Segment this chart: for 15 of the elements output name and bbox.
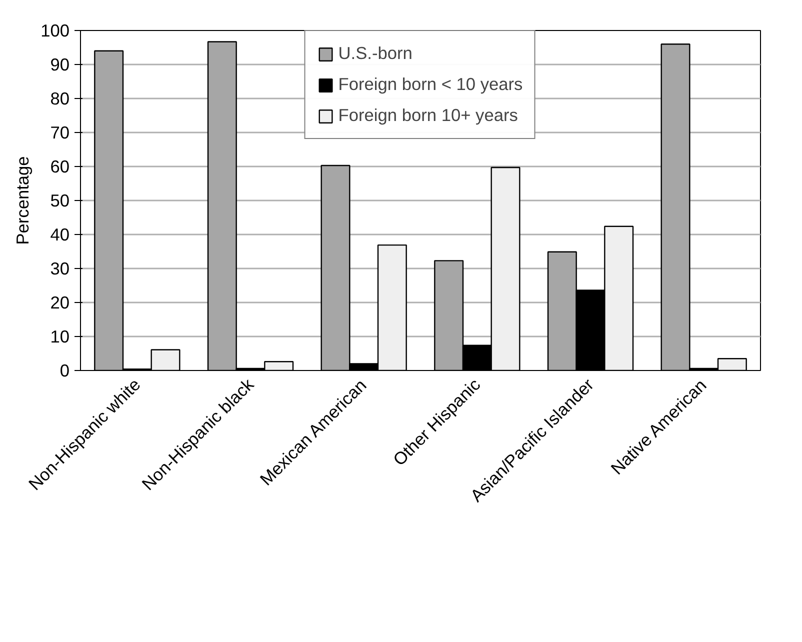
legend-label: Foreign born 10+ years xyxy=(338,105,518,126)
y-tick-label: 50 xyxy=(50,190,70,210)
legend-label: U.S.-born xyxy=(338,43,412,64)
y-tick-label: 100 xyxy=(40,20,70,40)
y-tick-label: 0 xyxy=(60,360,70,380)
y-tick-label: 60 xyxy=(50,156,70,176)
y-tick-label: 20 xyxy=(50,292,70,312)
y-tick-label: 40 xyxy=(50,224,70,244)
y-tick-label: 90 xyxy=(50,54,70,74)
legend-label: Foreign born < 10 years xyxy=(338,74,523,95)
y-tick-label: 30 xyxy=(50,258,70,278)
y-tick-label: 10 xyxy=(50,326,70,346)
y-tick-label: 70 xyxy=(50,122,70,142)
y-tick-label: 80 xyxy=(50,88,70,108)
y-axis-title: Percentage xyxy=(12,156,33,245)
